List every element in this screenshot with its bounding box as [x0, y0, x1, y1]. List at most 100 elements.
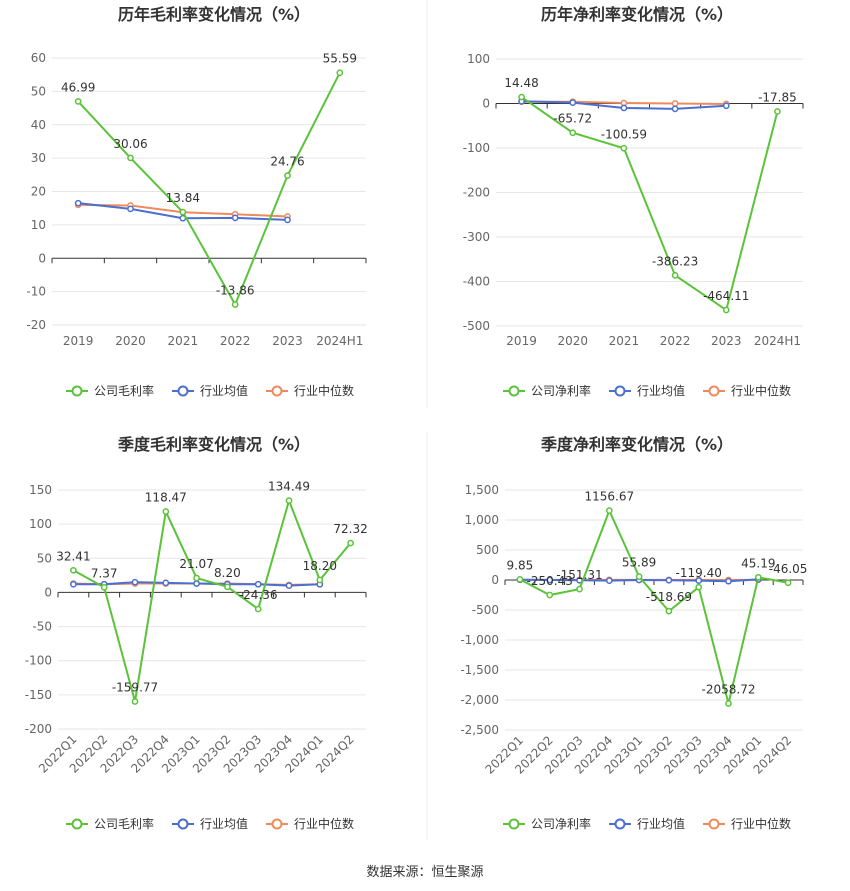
annual-gross-x-tick-label: 2019 — [63, 334, 94, 348]
quarterly-net-data-label: -518.69 — [646, 590, 692, 604]
annual-gross-y-tick-label: 0 — [38, 251, 46, 265]
quarterly-net-data-label: -2058.72 — [702, 683, 756, 697]
quarterly-gross-data-point — [193, 574, 200, 582]
annual-net-series-line-0 — [521, 96, 779, 312]
quarterly-gross-y-tick-label: 0 — [44, 585, 52, 599]
annual-net-y-tick-label: 0 — [482, 97, 490, 111]
legend-item-0[interactable]: 公司毛利率 — [66, 383, 154, 398]
annual-net-data-point — [569, 129, 577, 137]
quarterly-net-title: 季度净利率变化情况（%） — [540, 435, 733, 454]
annual-gross-series-line-0 — [77, 72, 341, 307]
legend-item-2[interactable]: 行业中位数 — [266, 816, 354, 831]
annual-gross-data-point — [127, 154, 134, 162]
quarterly-net-data-point — [516, 576, 524, 583]
quarterly-net-data-point — [665, 607, 673, 615]
annual-gross-data-point — [231, 214, 239, 222]
quarterly-net-data-point — [605, 507, 613, 514]
quarterly-net-y-tick-label: -2,000 — [460, 693, 499, 707]
legend-item-2[interactable]: 行业中位数 — [703, 383, 791, 398]
annual-net-x-tick-label: 2020 — [557, 334, 588, 348]
annual-gross-x-tick-label: 2023 — [272, 334, 303, 348]
annual-gross-data-point — [74, 98, 82, 105]
legend-label: 行业中位数 — [731, 816, 791, 831]
quarterly-net-data-point — [754, 573, 762, 581]
annual-net-x-tick-label: 2022 — [660, 334, 691, 348]
annual-net-data-label: -65.72 — [553, 112, 592, 126]
legend-item-0[interactable]: 公司净利率 — [503, 816, 591, 831]
annual-gross-x-tick-label: 2021 — [168, 334, 199, 348]
quarterly-gross-data-point — [316, 576, 324, 584]
quarterly-gross-y-tick-label: -100 — [25, 654, 52, 668]
quarterly-gross-series-line-0 — [72, 497, 352, 702]
annual-net-title: 历年净利率变化情况（%） — [541, 5, 733, 24]
quarterly-gross-y-tick-label: 150 — [29, 483, 52, 497]
legend-item-1[interactable]: 行业均值 — [172, 816, 248, 831]
annual-gross-data-label: 13.84 — [166, 191, 200, 205]
legend-marker-icon — [71, 818, 83, 830]
legend-label: 行业均值 — [200, 816, 248, 831]
quarterly-gross-data-point — [70, 580, 77, 588]
quarterly-net-data-point — [695, 577, 703, 584]
quarterly-net-y-tick-label: 1,500 — [465, 483, 499, 497]
annual-net-y-tick-label: -100 — [463, 141, 490, 155]
annual-net-x-tick-label: 2021 — [609, 334, 640, 348]
quarterly-net-data-point — [546, 576, 554, 584]
quarterly-gross-data-point — [162, 508, 170, 515]
legend-item-1[interactable]: 行业均值 — [609, 816, 685, 831]
legend-label: 行业均值 — [200, 383, 248, 398]
legend-item-2[interactable]: 行业中位数 — [266, 383, 354, 398]
legend-item-2[interactable]: 行业中位数 — [703, 816, 791, 831]
legend-item-1[interactable]: 行业均值 — [609, 383, 685, 398]
annual-gross-y-tick-label: 40 — [31, 118, 46, 132]
quarterly-gross-data-point — [254, 605, 262, 613]
legend-label: 行业中位数 — [294, 383, 354, 398]
quarterly-gross-y-tick-label: -150 — [25, 688, 52, 702]
quarterly-gross-data-point — [70, 566, 77, 574]
quarterly-net-data-label: 45.19 — [741, 556, 775, 570]
annual-gross-data-label: 24.76 — [270, 155, 304, 169]
legend-item-0[interactable]: 公司毛利率 — [66, 816, 154, 831]
annual-net-x-tick-label: 2023 — [711, 334, 742, 348]
annual-gross-y-tick-label: 30 — [31, 151, 46, 165]
annual-gross-title: 历年毛利率变化情况（%） — [118, 5, 310, 24]
quarterly-net-data-point — [635, 573, 643, 580]
quarterly-gross-data-label: 8.20 — [214, 566, 241, 580]
legend-marker-icon — [708, 818, 720, 830]
quarterly-net-data-label: -46.05 — [769, 562, 808, 576]
legend-marker-icon — [177, 385, 189, 397]
quarterly-gross-data-point — [285, 582, 293, 589]
quarterly-gross-data-point — [162, 579, 170, 587]
annual-gross-data-label: -13.86 — [216, 284, 255, 298]
annual-gross-y-tick-label: -20 — [26, 318, 46, 332]
annual-net-data-point — [569, 99, 577, 106]
quarterly-gross-data-label: -24.36 — [239, 588, 278, 602]
legend-item-1[interactable]: 行业均值 — [172, 383, 248, 398]
quarterly-gross-data-label: 32.41 — [56, 549, 90, 563]
annual-net-chart: 历年净利率变化情况（%） -500 -400 -300 -200 -100 0 100 2019… — [463, 5, 804, 398]
annual-net-data-point — [722, 306, 730, 314]
quarterly-net-data-point — [605, 577, 613, 584]
annual-gross-y-tick-label: 20 — [31, 185, 46, 199]
quarterly-gross-y-tick-label: -200 — [25, 722, 52, 736]
annual-net-data-label: -464.11 — [703, 289, 749, 303]
quarterly-gross-data-point — [254, 580, 262, 588]
quarterly-gross-data-label: 21.07 — [179, 557, 213, 571]
quarterly-gross-data-label: 134.49 — [268, 480, 310, 494]
annual-gross-data-point — [231, 301, 239, 308]
annual-net-data-point — [620, 104, 628, 112]
quarterly-net-data-point — [695, 583, 703, 591]
quarterly-gross-data-point — [285, 497, 293, 504]
annual-net-data-point — [722, 102, 730, 110]
annual-net-x-tick-label: 2019 — [506, 334, 537, 348]
annual-gross-x-tick-label: 2020 — [115, 334, 146, 348]
legend-marker-icon — [177, 818, 189, 830]
quarterly-gross-data-label: 18.20 — [303, 559, 337, 573]
annual-gross-data-label: 46.99 — [61, 80, 95, 94]
legend-marker-icon — [614, 818, 626, 830]
annual-gross-x-tick-label: 2022 — [220, 334, 251, 348]
quarterly-gross-data-label: 7.37 — [91, 566, 118, 580]
legend-item-0[interactable]: 公司净利率 — [503, 383, 591, 398]
legend-marker-icon — [271, 818, 283, 830]
annual-gross-x-tick-label: 2024H1 — [316, 334, 363, 348]
quarterly-net-data-label: 9.85 — [507, 558, 534, 572]
